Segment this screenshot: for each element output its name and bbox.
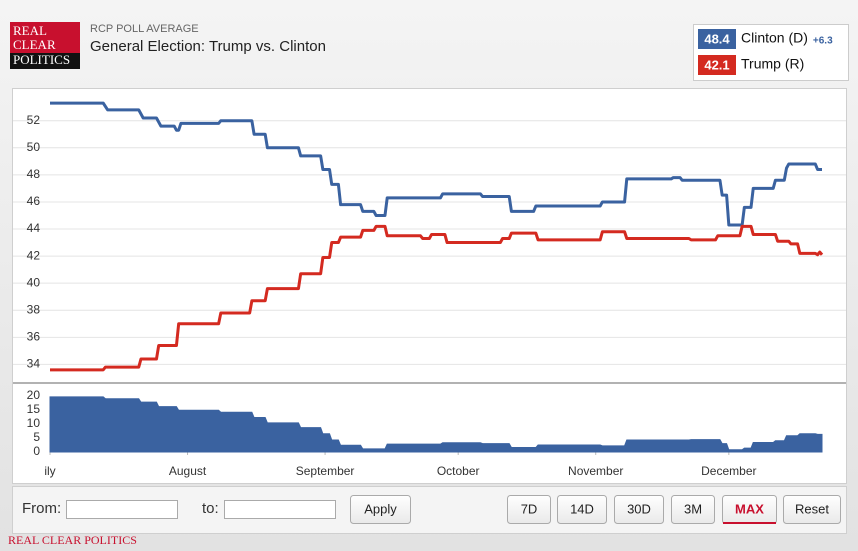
x-tick-label: ily <box>44 464 55 478</box>
x-tick-label: August <box>169 464 207 478</box>
range-buttons: 7D 14D 30D 3M MAX Reset <box>507 495 841 524</box>
legend-value: 42.1 <box>704 57 729 72</box>
button-label: MAX <box>735 501 764 516</box>
y-tick-label: 10 <box>27 416 41 430</box>
button-label: Reset <box>795 501 829 516</box>
y-tick-label: 44 <box>27 221 41 235</box>
range-button[interactable]: 7D <box>507 495 551 524</box>
button-frame <box>350 495 411 524</box>
y-tick-label: 52 <box>27 113 41 127</box>
y-tick-label: 38 <box>27 302 41 316</box>
y-tick-label: 36 <box>27 329 41 343</box>
range-button[interactable]: 30D <box>614 495 664 524</box>
y-tick-label: 0 <box>33 444 40 458</box>
range-button[interactable]: 14D <box>557 495 607 524</box>
from-label: From: <box>22 500 61 517</box>
button-label: 3M <box>684 501 702 516</box>
button-frame <box>557 495 607 524</box>
logo-line: CLEAR <box>13 37 56 52</box>
to-label: to: <box>202 500 219 517</box>
button-frame <box>507 495 551 524</box>
y-tick-label: 40 <box>27 275 41 289</box>
button-frame <box>783 495 841 524</box>
y-tick-label: 48 <box>27 167 41 181</box>
series-line <box>50 224 824 372</box>
range-button[interactable]: 3M <box>671 495 715 524</box>
y-tick-label: 46 <box>27 194 41 208</box>
logo-line: REAL <box>13 23 47 38</box>
legend-value: 48.4 <box>704 31 730 46</box>
to-input[interactable] <box>224 500 336 519</box>
y-tick-label: 15 <box>27 402 41 416</box>
button-label: 14D <box>570 501 594 516</box>
logo-band <box>10 53 80 69</box>
legend-name: Clinton (D) <box>741 30 808 46</box>
legend-swatch <box>698 29 736 49</box>
x-tick-label: October <box>437 464 480 478</box>
button-frame <box>614 495 664 524</box>
chart-title: General Election: Trump vs. Clinton <box>90 38 326 55</box>
logo-line: POLITICS <box>13 52 70 67</box>
legend-swatch <box>698 55 736 75</box>
from-input[interactable] <box>66 500 178 519</box>
y-tick-label: 5 <box>33 430 40 444</box>
y-tick-label: 34 <box>27 357 41 371</box>
apply-button[interactable]: Apply <box>350 495 411 524</box>
range-button[interactable]: Reset <box>783 495 841 524</box>
y-tick-label: 20 <box>27 388 41 402</box>
y-tick-label: 42 <box>27 248 41 262</box>
x-tick-label: September <box>296 464 355 478</box>
button-label: Apply <box>364 501 397 516</box>
button-label: 7D <box>521 501 538 516</box>
footer: REAL CLEAR POLITICS <box>8 533 137 547</box>
legend-change: +6.3 <box>813 36 833 47</box>
button-label: 30D <box>627 501 651 516</box>
spread-area <box>49 396 823 453</box>
range-button[interactable]: MAX <box>722 495 777 524</box>
x-tick-label: November <box>568 464 623 478</box>
y-tick-label: 50 <box>27 140 41 154</box>
button-frame <box>671 495 715 524</box>
series-line <box>50 101 822 227</box>
legend-name: Trump (R) <box>741 56 804 72</box>
kicker: RCP POLL AVERAGE <box>90 23 199 35</box>
x-tick-label: December <box>701 464 756 478</box>
